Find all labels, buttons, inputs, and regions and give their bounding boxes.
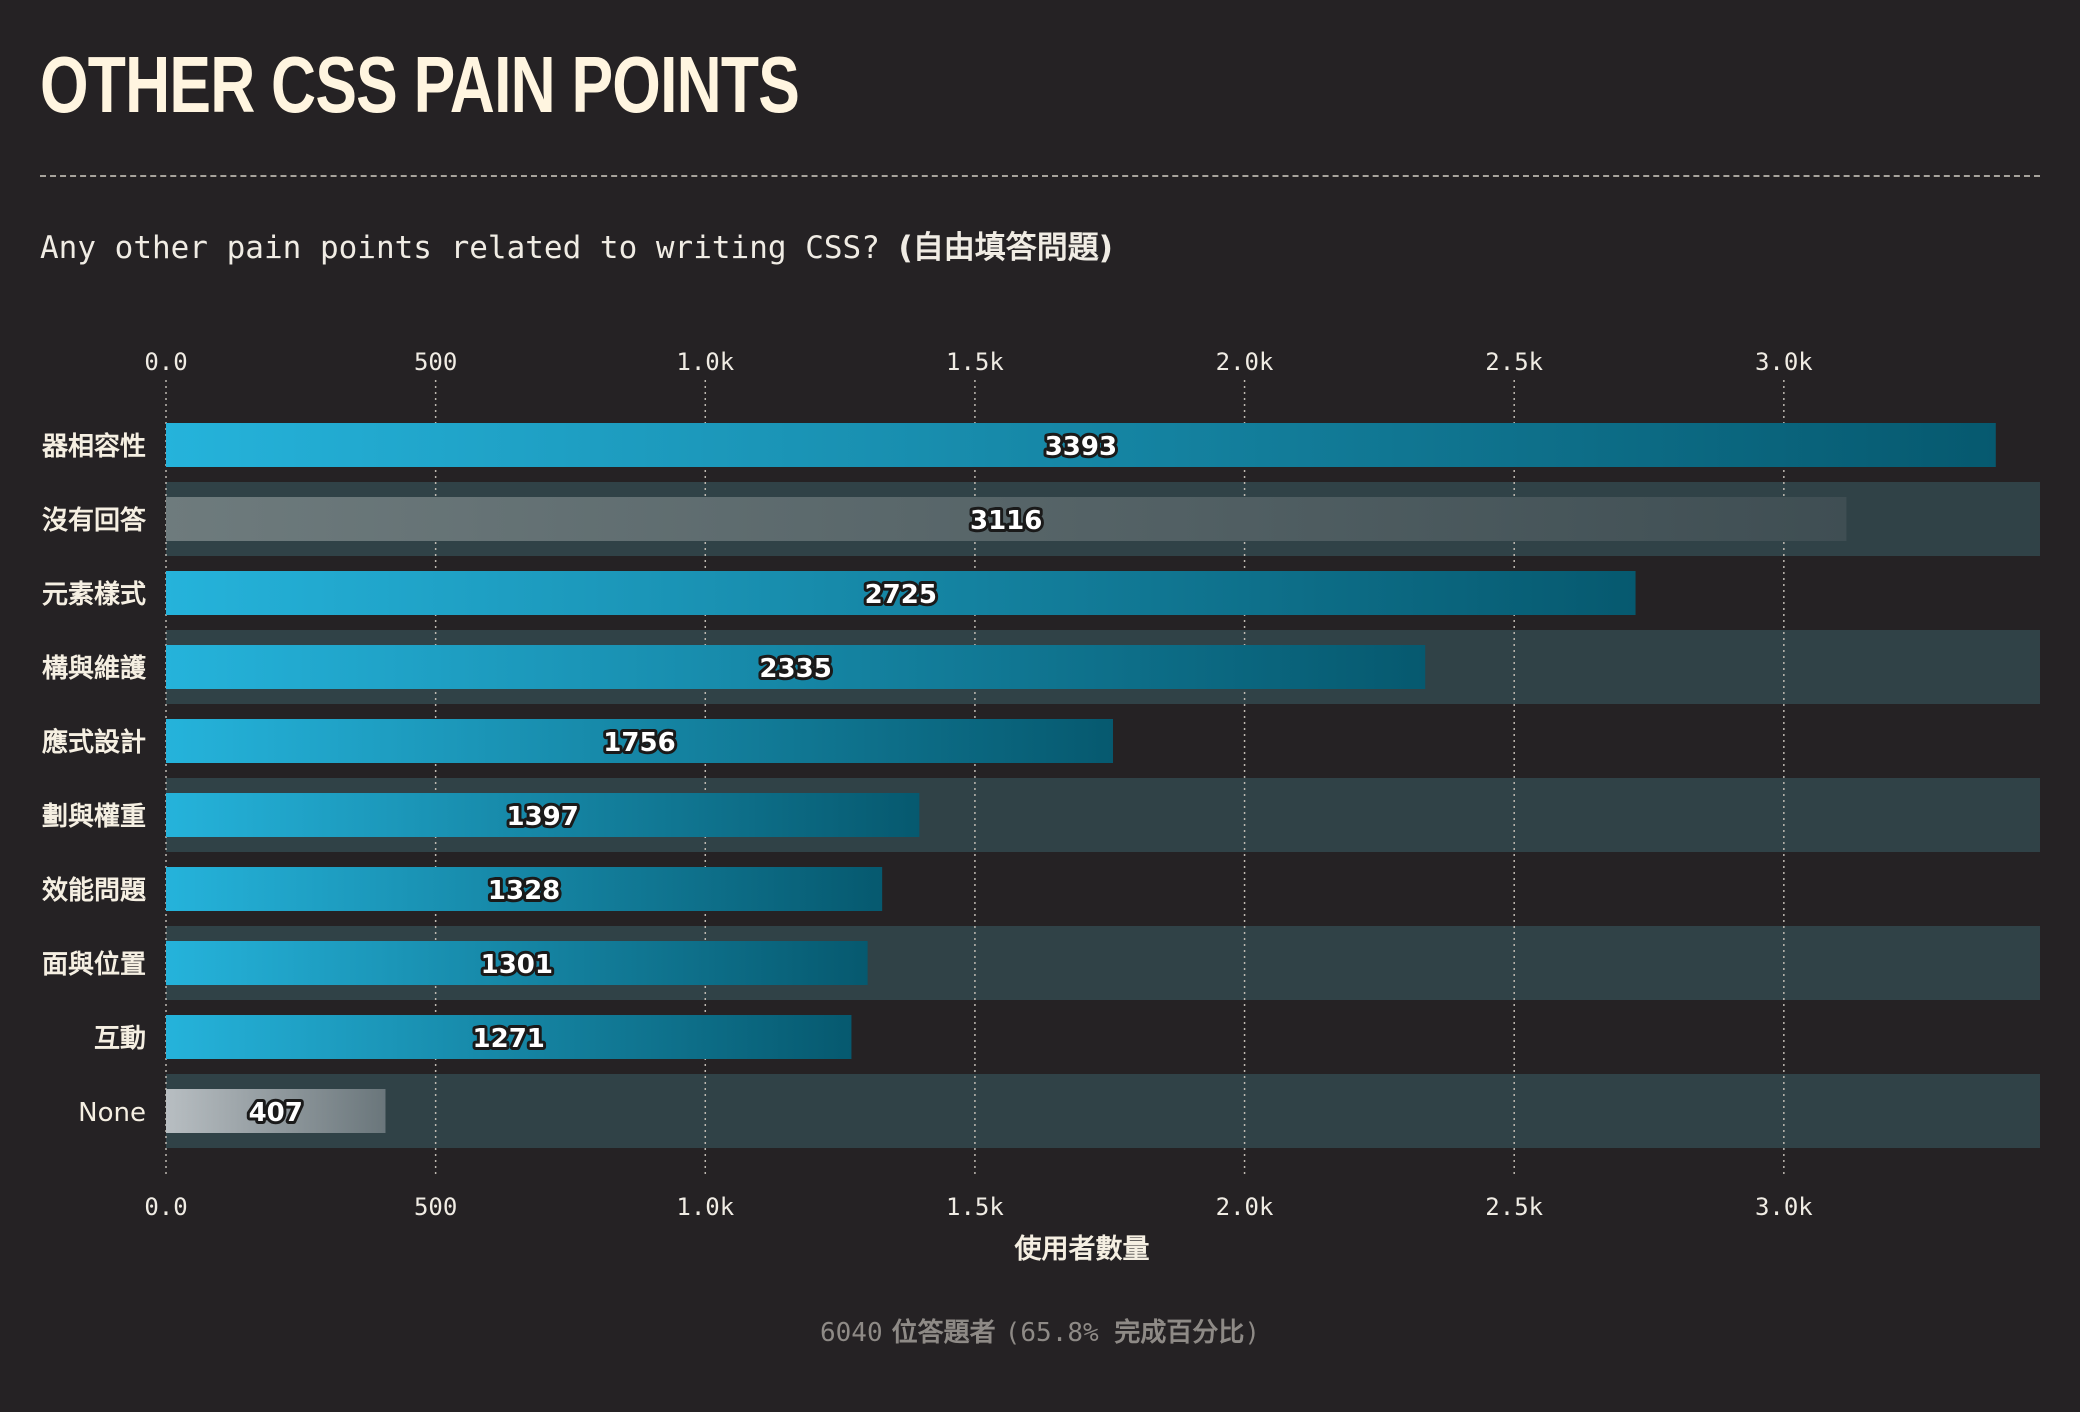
completion-label: 完成百分比	[1114, 1318, 1245, 1348]
tick-label-bottom: 2.5k	[1485, 1193, 1543, 1221]
tick-label-bottom: 500	[414, 1193, 457, 1221]
value-labels: 3393 3116 2725 2335 1756 1397 1328 1301 1271 407	[246, 429, 1120, 1131]
footer-note: 6040 位答題者 (65.8% 完成百分比)	[0, 1312, 2080, 1349]
respondent-count: 6040	[820, 1318, 883, 1348]
question: Any other pain points related to writing…	[40, 222, 1113, 267]
respondents-label: 位答題者	[882, 1318, 1005, 1348]
category-label: 互動	[94, 1024, 146, 1054]
tick-label-bottom: 1.0k	[676, 1193, 734, 1221]
title-divider	[40, 175, 2040, 177]
question-text: Any other pain points related to writing…	[40, 230, 899, 266]
category-label: 構與維護	[42, 653, 147, 684]
bar	[166, 793, 920, 837]
value-label: 1756	[603, 728, 675, 758]
page-title: OTHER CSS PAIN POINTS	[40, 40, 800, 129]
value-label: 2335	[759, 654, 831, 684]
tick-label-top: 3.0k	[1755, 348, 1813, 376]
value-label: 2725	[865, 580, 937, 610]
bar	[166, 941, 868, 985]
completion-percent: (65.8%	[1004, 1318, 1115, 1348]
tick-label-top: 500	[414, 348, 457, 376]
category-label: None	[78, 1098, 146, 1128]
value-label: 1397	[507, 802, 579, 832]
value-label: 3116	[970, 506, 1042, 536]
tick-label-top: 1.0k	[676, 348, 734, 376]
tick-label-bottom: 1.5k	[946, 1193, 1004, 1221]
category-label: 劃與權重	[42, 801, 146, 832]
tick-label-top: 0.0	[144, 348, 187, 376]
value-label: 1301	[481, 950, 553, 980]
category-label: 器相容性	[41, 431, 146, 462]
footer-close: )	[1244, 1318, 1260, 1348]
tick-label-top: 1.5k	[946, 348, 1004, 376]
x-axis-label: 使用者數量	[1014, 1234, 1150, 1265]
bar	[166, 571, 1636, 615]
bar	[166, 719, 1113, 763]
tick-label-top: 2.5k	[1485, 348, 1543, 376]
bars	[166, 423, 1996, 1133]
bar	[166, 1015, 852, 1059]
bar	[166, 497, 1847, 541]
category-label: 效能問題	[42, 875, 147, 906]
category-label: 元素樣式	[42, 579, 146, 610]
tick-label-bottom: 0.0	[144, 1193, 187, 1221]
tick-label-bottom: 2.0k	[1216, 1193, 1274, 1221]
tick-label-top: 2.0k	[1216, 348, 1274, 376]
value-label: 407	[249, 1098, 303, 1128]
value-label: 1328	[488, 876, 560, 906]
bar	[166, 867, 883, 911]
axis-bottom: 0.0 500 1.0k 1.5k 2.0k 2.5k 3.0k	[144, 1193, 1813, 1221]
axis-top: 0.0 500 1.0k 1.5k 2.0k 2.5k 3.0k	[144, 348, 1813, 376]
bar	[166, 1089, 386, 1133]
category-label: 面與位置	[42, 949, 146, 980]
question-note: (自由填答問題)	[898, 230, 1113, 266]
value-label: 3393	[1045, 432, 1117, 462]
value-label: 1271	[473, 1024, 545, 1054]
bar	[166, 423, 1996, 467]
tick-label-bottom: 3.0k	[1755, 1193, 1813, 1221]
bar	[166, 645, 1426, 689]
category-label: 沒有回答	[42, 505, 147, 536]
category-label: 應式設計	[42, 727, 146, 758]
row-band	[166, 1074, 2040, 1148]
